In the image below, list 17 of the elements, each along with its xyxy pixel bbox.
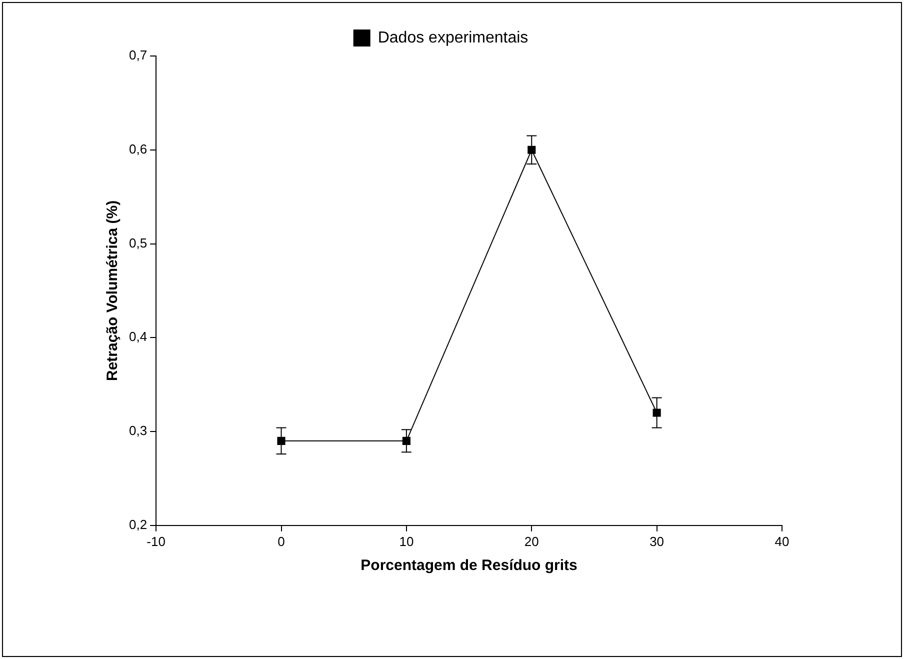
y-tick-label: 0,7	[128, 48, 148, 63]
x-tick-label: 20	[524, 534, 539, 549]
y-tick-label: 0,4	[128, 329, 148, 344]
point	[652, 408, 661, 417]
x-tick-label: -10	[146, 534, 166, 549]
x-tick-label: 0	[278, 534, 285, 549]
x-tick-label: 10	[399, 534, 414, 549]
x-tick-label: 30	[650, 534, 664, 549]
y-tick-label: 0,2	[128, 516, 148, 532]
x-tick-label: 40	[774, 534, 790, 549]
y-tick-label: 0,6	[128, 141, 148, 156]
legend-label: Dados experimentais	[378, 29, 528, 46]
point	[277, 436, 286, 445]
y-axis-title: Retração Volumétrica (%)	[104, 200, 122, 382]
y-tick-label: 0,5	[128, 235, 148, 250]
x-axis-title: Porcentagem de Resíduo grits	[360, 557, 578, 574]
y-tick-label: 0,3	[128, 423, 148, 438]
